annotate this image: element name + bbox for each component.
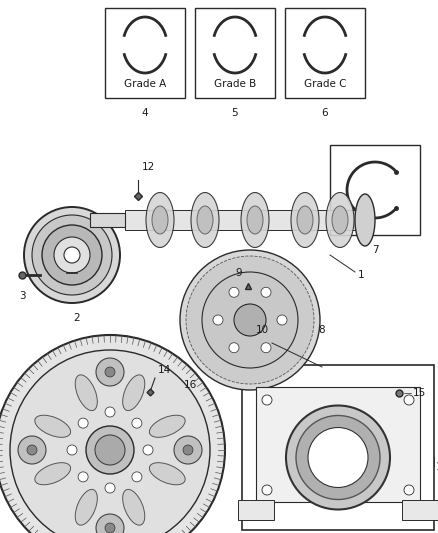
Ellipse shape [75, 375, 97, 410]
Text: 2: 2 [74, 313, 80, 323]
Circle shape [105, 483, 115, 493]
Ellipse shape [123, 489, 145, 525]
Ellipse shape [241, 192, 269, 247]
Circle shape [404, 485, 414, 495]
Ellipse shape [332, 206, 348, 234]
Bar [330, 145, 420, 235]
Circle shape [404, 395, 414, 405]
Circle shape [308, 427, 368, 488]
Text: 10: 10 [255, 325, 268, 335]
Circle shape [296, 416, 380, 499]
Ellipse shape [149, 415, 185, 437]
Ellipse shape [35, 415, 71, 437]
Text: 9: 9 [235, 268, 242, 278]
Ellipse shape [191, 192, 219, 247]
Circle shape [286, 406, 390, 510]
Circle shape [96, 358, 124, 386]
Circle shape [105, 407, 115, 417]
Text: 8: 8 [318, 325, 325, 335]
Circle shape [229, 343, 239, 353]
Text: Grade B: Grade B [214, 79, 256, 89]
Text: 1: 1 [358, 270, 364, 280]
Text: 6: 6 [321, 108, 328, 118]
Text: Grade A: Grade A [124, 79, 166, 89]
Circle shape [180, 250, 320, 390]
Ellipse shape [35, 463, 71, 485]
Bar [105, 8, 185, 98]
Text: 7: 7 [372, 245, 378, 255]
Circle shape [213, 315, 223, 325]
Text: 15: 15 [413, 388, 426, 398]
Circle shape [95, 435, 125, 465]
Circle shape [96, 514, 124, 533]
Circle shape [67, 445, 77, 455]
Circle shape [54, 237, 90, 273]
Circle shape [86, 426, 134, 474]
Ellipse shape [123, 375, 145, 410]
Circle shape [105, 367, 115, 377]
Circle shape [32, 215, 112, 295]
Text: 12: 12 [142, 162, 155, 172]
Bar [195, 8, 275, 98]
Circle shape [18, 436, 46, 464]
Circle shape [42, 225, 102, 285]
Circle shape [183, 445, 193, 455]
Circle shape [234, 304, 266, 336]
Text: 4: 4 [141, 108, 148, 118]
Circle shape [229, 287, 239, 297]
Circle shape [105, 523, 115, 533]
Circle shape [24, 207, 120, 303]
Ellipse shape [146, 192, 174, 247]
Bar [242, 365, 434, 530]
Bar [238, 500, 274, 520]
Circle shape [10, 350, 210, 533]
Ellipse shape [75, 489, 97, 525]
Circle shape [78, 472, 88, 482]
Circle shape [174, 436, 202, 464]
Ellipse shape [355, 194, 375, 246]
Text: 11: 11 [436, 462, 438, 472]
Bar [90, 213, 125, 227]
Circle shape [262, 395, 272, 405]
Circle shape [27, 445, 37, 455]
Circle shape [202, 272, 298, 368]
Text: 5: 5 [232, 108, 238, 118]
Circle shape [64, 247, 80, 263]
Ellipse shape [149, 463, 185, 485]
Circle shape [78, 418, 88, 428]
Ellipse shape [297, 206, 313, 234]
Ellipse shape [291, 192, 319, 247]
Text: Grade C: Grade C [304, 79, 346, 89]
Bar [402, 500, 438, 520]
Circle shape [262, 485, 272, 495]
Text: 14: 14 [158, 365, 171, 375]
Text: 16: 16 [184, 380, 197, 390]
Ellipse shape [152, 206, 168, 234]
Text: 3: 3 [19, 291, 25, 301]
Circle shape [261, 343, 271, 353]
Circle shape [132, 472, 142, 482]
Bar [285, 8, 365, 98]
Circle shape [277, 315, 287, 325]
Ellipse shape [197, 206, 213, 234]
Bar [125, 210, 365, 230]
Circle shape [186, 256, 314, 384]
Circle shape [132, 418, 142, 428]
Circle shape [143, 445, 153, 455]
Ellipse shape [326, 192, 354, 247]
Bar [256, 387, 420, 502]
Circle shape [0, 335, 225, 533]
Circle shape [261, 287, 271, 297]
Ellipse shape [247, 206, 263, 234]
